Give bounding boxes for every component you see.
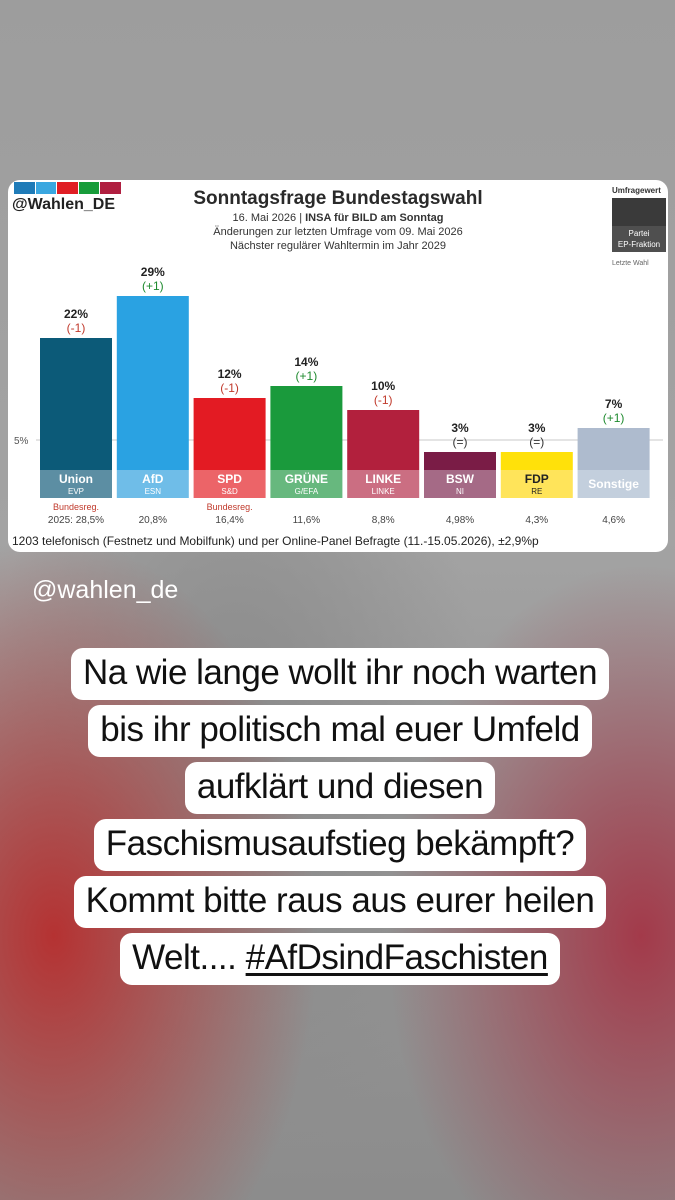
value-label: 22% bbox=[64, 307, 88, 321]
bar-union bbox=[40, 338, 112, 470]
government-label: Bundesreg. bbox=[207, 502, 253, 512]
message-line-1: Na wie lange wollt ihr noch warten bbox=[70, 648, 610, 700]
bar-spd bbox=[193, 398, 266, 470]
watermark-handle: @wahlen_de bbox=[32, 576, 179, 604]
government-label: Bundesreg. bbox=[53, 502, 99, 512]
brand-color-bar bbox=[14, 182, 35, 194]
message-line-4: Faschismusaufstieg bekämpft? bbox=[93, 819, 587, 871]
party-label-box bbox=[270, 470, 343, 498]
brand-color-bar bbox=[35, 182, 57, 194]
bar-bsw bbox=[424, 452, 496, 470]
legend-bar-swatch bbox=[612, 198, 666, 226]
last-election-value: 2025: 28,5% bbox=[48, 515, 104, 526]
brand-color-bar bbox=[57, 182, 78, 194]
threshold-label: 5% bbox=[14, 436, 29, 447]
value-label: 29% bbox=[141, 265, 165, 279]
chart-title: Sonntagsfrage Bundestagswahl bbox=[193, 188, 483, 209]
party-label-box bbox=[500, 470, 573, 498]
change-label: (=) bbox=[529, 435, 544, 449]
change-label: (-1) bbox=[67, 321, 86, 335]
value-label: 10% bbox=[371, 379, 395, 393]
bar-afd bbox=[116, 296, 189, 470]
legend-ep-label: EP-Fraktion bbox=[617, 240, 661, 249]
bar-fdp bbox=[500, 452, 573, 470]
last-election-value: 20,8% bbox=[139, 515, 167, 526]
party-label-box bbox=[347, 470, 420, 498]
party-name: SPD bbox=[217, 472, 242, 486]
ep-group: G/EFA bbox=[295, 487, 319, 496]
party-label-box bbox=[116, 470, 189, 498]
story-text-block: Na wie lange wollt ihr noch warten bis i… bbox=[20, 648, 660, 990]
ep-group: S&D bbox=[221, 487, 238, 496]
party-label-box bbox=[40, 470, 112, 498]
party-name: GRÜNE bbox=[285, 471, 328, 486]
bar-sonstige bbox=[577, 428, 650, 470]
change-label: (-1) bbox=[220, 381, 239, 395]
bar-linke bbox=[347, 410, 420, 470]
message-line-2: bis ihr politisch mal euer Umfeld bbox=[88, 705, 592, 757]
party-name: Sonstige bbox=[588, 477, 639, 491]
last-election-value: 4,98% bbox=[446, 515, 474, 526]
value-label: 7% bbox=[605, 397, 623, 411]
ep-group: LINKE bbox=[372, 487, 395, 496]
last-election-value: 16,4% bbox=[215, 515, 243, 526]
party-label-box bbox=[193, 470, 266, 498]
bar-grüne bbox=[270, 386, 343, 470]
message-line-6: Welt.... #AfDsindFaschisten bbox=[120, 933, 560, 985]
legend-poll-value: Umfragewert bbox=[612, 186, 661, 195]
party-label-box bbox=[424, 470, 496, 498]
brand-color-bar bbox=[78, 182, 100, 194]
change-label: (-1) bbox=[374, 393, 393, 407]
value-label: 14% bbox=[294, 355, 318, 369]
change-label: (=) bbox=[453, 435, 468, 449]
party-name: LINKE bbox=[365, 472, 401, 486]
ep-group: RE bbox=[531, 487, 542, 496]
legend-box: Umfragewert Partei EP-Fraktion Letzte Wa… bbox=[608, 182, 668, 272]
party-name: FDP bbox=[525, 472, 549, 486]
last-election-value: 4,6% bbox=[602, 515, 625, 526]
value-label: 3% bbox=[528, 421, 546, 435]
subtitle-separator: | bbox=[299, 212, 306, 224]
party-name: AfD bbox=[142, 472, 164, 486]
hashtag-link[interactable]: #AfDsindFaschisten bbox=[245, 938, 549, 977]
chart-footnote: 1203 telefonisch (Festnetz und Mobilfunk… bbox=[12, 534, 539, 548]
change-label: (+1) bbox=[142, 279, 164, 293]
last-election-value: 4,3% bbox=[525, 515, 548, 526]
party-name: Union bbox=[59, 472, 93, 486]
value-label: 3% bbox=[451, 421, 469, 435]
legend-party-label: Partei bbox=[628, 229, 650, 238]
chart-subtitle-change: Änderungen zur letzten Umfrage vom 09. M… bbox=[213, 226, 463, 238]
brand-color-bar bbox=[100, 182, 121, 194]
party-name: BSW bbox=[446, 472, 475, 486]
ep-group: ESN bbox=[145, 487, 162, 496]
change-label: (+1) bbox=[296, 369, 318, 383]
message-line-5: Kommt bitte raus aus eurer heilen bbox=[73, 876, 607, 928]
value-label: 12% bbox=[218, 367, 242, 381]
brand-color-bars bbox=[14, 182, 122, 194]
legend-party-swatch: Partei EP-Fraktion bbox=[612, 226, 666, 252]
chart-subtitle-next: Nächster regulärer Wahltermin im Jahr 20… bbox=[229, 240, 446, 252]
ep-group: NI bbox=[456, 487, 464, 496]
chart-subtitle-date: 16. Mai 2026 | INSA für BILD am Sonntag bbox=[8, 212, 668, 224]
legend-last-election: Letzte Wahl bbox=[612, 260, 649, 267]
last-election-value: 11,6% bbox=[293, 515, 321, 526]
last-election-value: 8,8% bbox=[372, 515, 395, 526]
change-label: (+1) bbox=[603, 411, 625, 425]
chart-handle: @Wahlen_DE bbox=[12, 196, 116, 213]
poll-chart-card: @Wahlen_DE Sonntagsfrage Bundestagswahl … bbox=[8, 180, 668, 552]
subtitle-source: INSA für BILD am Sonntag bbox=[305, 212, 444, 224]
party-label-box bbox=[577, 470, 650, 498]
message-line-3: aufklärt und diesen bbox=[184, 762, 496, 814]
subtitle-date: 16. Mai 2026 bbox=[232, 212, 297, 224]
message-line-6-text: Welt.... bbox=[132, 938, 246, 977]
ep-group: EVP bbox=[68, 487, 84, 496]
